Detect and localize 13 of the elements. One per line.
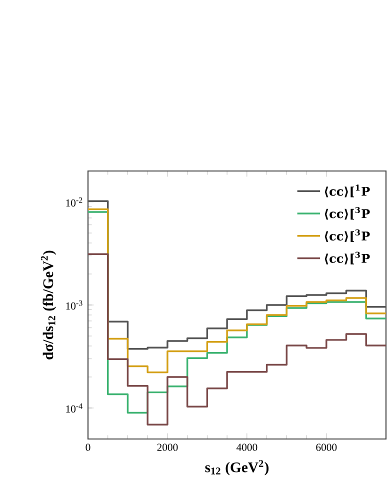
legend-label: ⟨cc⟩[$^{3}$P bbox=[324, 207, 370, 220]
y-axis-title: dσ/ds$_{12}$ (fb/GeV$^{2}$) bbox=[40, 250, 56, 360]
legend-label: ⟨cc⟩[$^{3}$P bbox=[324, 229, 370, 242]
y-tick-label: 10$^{-2}$ bbox=[66, 197, 82, 207]
x-tick-label: 6000 bbox=[316, 444, 337, 451]
x-axis-title: s$_{12}$ (GeV$^{2}$) bbox=[205, 460, 269, 476]
y-tick-label: 10$^{-3}$ bbox=[66, 300, 82, 310]
legend-label: ⟨cc⟩[$^{3}$P bbox=[324, 252, 370, 264]
legend-label: ⟨cc⟩[$^{1}$P bbox=[324, 184, 370, 198]
x-tick-label: 2000 bbox=[157, 444, 178, 451]
x-tick-label: 0 bbox=[86, 444, 90, 451]
x-tick-label: 4000 bbox=[236, 444, 258, 451]
y-tick-label: 10$^{-4}$ bbox=[66, 403, 83, 413]
